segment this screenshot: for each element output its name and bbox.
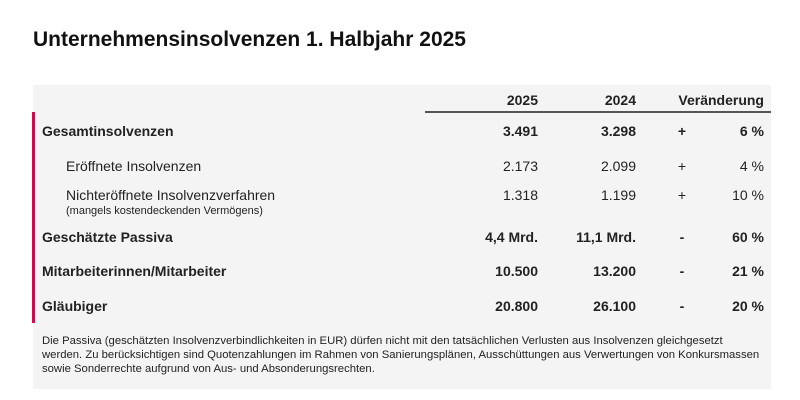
- value-2024: 3.298: [600, 123, 636, 139]
- row-label: Nichteröffnete Insolvenzverfahren: [66, 187, 276, 203]
- row-label: Gläubiger: [42, 298, 108, 314]
- change-percent: 60 %: [732, 229, 764, 245]
- change-percent: 21 %: [732, 263, 764, 279]
- row-label: Eröffnete Insolvenzen: [66, 158, 202, 174]
- value-2025: 20.800: [495, 298, 538, 314]
- change-sign: +: [677, 123, 687, 139]
- value-2024: 1.199: [600, 187, 636, 203]
- row-label: Gesamtinsolvenzen: [42, 123, 174, 139]
- accent-bar: [32, 112, 35, 323]
- row-label: Geschätzte Passiva: [42, 229, 173, 245]
- change-percent: 6 %: [739, 123, 764, 139]
- value-2024: 13.200: [593, 263, 636, 279]
- value-2025: 2.173: [502, 158, 538, 174]
- value-2024: 11,1 Mrd.: [576, 229, 636, 245]
- row-label: Mitarbeiterinnen/Mitarbeiter: [42, 263, 227, 279]
- value-2025: 10.500: [495, 263, 538, 279]
- change-sign: -: [679, 229, 685, 245]
- value-2024: 26.100: [593, 298, 636, 314]
- header-2025: 2025: [506, 92, 538, 108]
- change-percent: 10 %: [732, 187, 764, 203]
- change-percent: 4 %: [739, 158, 764, 174]
- header-2024: 2024: [604, 92, 636, 108]
- change-sign: +: [677, 158, 687, 174]
- value-2025: 1.318: [502, 187, 538, 203]
- change-sign: -: [679, 263, 685, 279]
- value-2024: 2.099: [600, 158, 636, 174]
- page-title: Unternehmensinsolvenzen 1. Halbjahr 2025: [33, 28, 466, 51]
- change-percent: 20 %: [732, 298, 764, 314]
- row-sublabel: (mangels kostendeckenden Vermögens): [66, 205, 263, 217]
- change-sign: -: [679, 298, 685, 314]
- header-change: Veränderung: [678, 92, 764, 108]
- header-divider: [425, 111, 771, 113]
- change-sign: +: [677, 187, 687, 203]
- footnote: Die Passiva (geschätzten Insolvenzverbin…: [42, 335, 760, 375]
- value-2025: 4,4 Mrd.: [485, 229, 538, 245]
- table-panel: [33, 85, 771, 389]
- value-2025: 3.491: [502, 123, 538, 139]
